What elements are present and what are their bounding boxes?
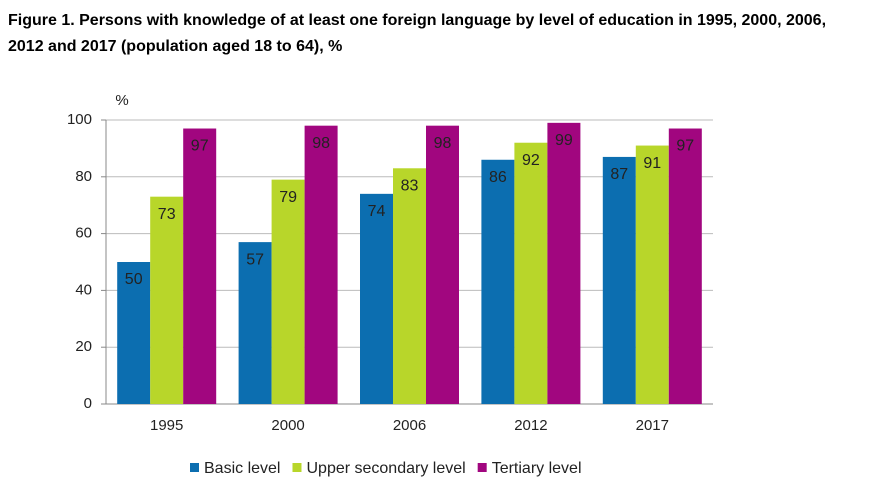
bar bbox=[304, 125, 338, 405]
y-tick-label: 40 bbox=[75, 281, 92, 298]
value-label: 97 bbox=[676, 138, 694, 155]
value-label: 86 bbox=[489, 169, 507, 186]
y-unit: % bbox=[115, 92, 128, 109]
bar bbox=[481, 159, 515, 404]
value-label: 92 bbox=[522, 152, 540, 169]
value-label: 57 bbox=[246, 251, 264, 268]
bar bbox=[514, 142, 548, 404]
y-tick-label: 100 bbox=[67, 111, 92, 128]
legend-swatch bbox=[292, 463, 302, 472]
bar bbox=[635, 145, 669, 404]
bar bbox=[426, 125, 459, 405]
bar bbox=[150, 196, 184, 404]
bar bbox=[117, 262, 151, 404]
y-tick-label: 60 bbox=[75, 225, 92, 242]
legend-label: Tertiary level bbox=[492, 460, 582, 477]
value-label: 91 bbox=[643, 155, 661, 172]
bar bbox=[602, 156, 636, 404]
value-label: 79 bbox=[279, 189, 297, 206]
chart-title: Figure 1. Persons with knowledge of at l… bbox=[8, 12, 827, 55]
bar bbox=[547, 122, 581, 404]
legend-swatch bbox=[477, 463, 487, 472]
bar bbox=[360, 193, 393, 404]
value-label: 83 bbox=[401, 177, 419, 194]
value-label: 74 bbox=[368, 203, 386, 220]
y-tick-label: 20 bbox=[75, 338, 92, 355]
legend-label: Basic level bbox=[204, 460, 280, 477]
value-label: 50 bbox=[125, 271, 143, 288]
legend-label: Upper secondary level bbox=[306, 460, 465, 477]
value-label: 97 bbox=[191, 138, 209, 155]
x-tick-label: 2006 bbox=[393, 417, 426, 434]
bar bbox=[238, 242, 272, 404]
value-label: 98 bbox=[312, 135, 330, 152]
value-label: 98 bbox=[434, 135, 452, 152]
value-label: 73 bbox=[158, 206, 176, 223]
value-label: 99 bbox=[555, 132, 573, 149]
y-tick-label: 0 bbox=[84, 395, 92, 412]
x-tick-label: 2012 bbox=[514, 417, 547, 434]
legend-swatch bbox=[190, 463, 199, 472]
bar bbox=[271, 179, 305, 404]
x-tick-label: 1995 bbox=[150, 417, 183, 434]
bar bbox=[393, 168, 426, 404]
value-label: 87 bbox=[610, 166, 628, 183]
x-tick-label: 2017 bbox=[636, 417, 669, 434]
x-tick-label: 2000 bbox=[271, 417, 304, 434]
bar bbox=[668, 128, 702, 404]
y-tick-label: 80 bbox=[75, 168, 92, 185]
bar bbox=[183, 128, 217, 404]
